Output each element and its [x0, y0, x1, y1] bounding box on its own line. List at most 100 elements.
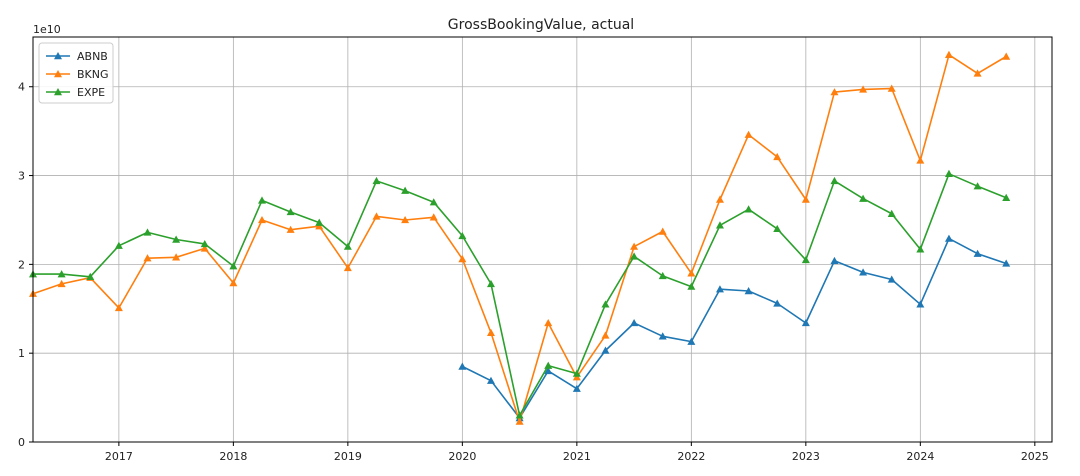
data-point-bkng: [887, 84, 896, 92]
data-point-bkng: [143, 254, 152, 262]
y-tick-label: 1: [18, 347, 25, 360]
data-point-abnb: [859, 268, 868, 276]
data-point-bkng: [515, 417, 524, 425]
data-point-expe: [944, 169, 953, 177]
data-point-expe: [114, 241, 123, 249]
data-point-bkng: [658, 227, 667, 235]
data-point-abnb: [744, 287, 753, 295]
data-point-bkng: [801, 195, 810, 203]
data-point-bkng: [687, 269, 696, 277]
x-tick-label: 2019: [334, 450, 362, 463]
data-point-bkng: [544, 318, 553, 327]
data-point-bkng: [172, 253, 181, 261]
data-point-abnb: [1002, 259, 1011, 267]
legend-marker-abnb: [54, 52, 62, 60]
data-point-expe: [315, 218, 324, 226]
series-group: [29, 50, 1011, 425]
data-point-expe: [887, 209, 896, 217]
data-point-bkng: [830, 88, 839, 96]
x-tick-label: 2025: [1021, 450, 1049, 463]
legend-item-abnb: ABNB: [46, 50, 108, 63]
legend-label-abnb: ABNB: [77, 50, 108, 63]
data-point-abnb: [916, 300, 925, 308]
legend-marker-bkng: [54, 70, 62, 78]
data-point-expe: [343, 242, 352, 250]
data-point-abnb: [830, 256, 839, 265]
x-tick-label: 2023: [792, 450, 820, 463]
y-tick-label: 0: [18, 436, 25, 449]
data-point-abnb: [601, 346, 610, 354]
y-tick-label: 3: [18, 170, 25, 183]
data-point-expe: [1002, 193, 1011, 201]
data-point-bkng: [401, 215, 410, 224]
data-point-abnb: [887, 275, 896, 283]
x-tick-label: 2018: [219, 450, 247, 463]
data-point-abnb: [458, 362, 467, 370]
data-point-expe: [200, 239, 209, 248]
data-point-expe: [143, 228, 152, 236]
legend-item-bkng: BKNG: [46, 68, 109, 81]
data-point-bkng: [200, 244, 209, 252]
data-point-abnb: [944, 234, 953, 242]
data-point-expe: [973, 182, 982, 190]
y-scale-label: 1e10: [33, 23, 61, 36]
legend-label-expe: EXPE: [77, 86, 105, 99]
x-tick-label: 2022: [677, 450, 705, 463]
y-tick-label: 4: [18, 81, 25, 94]
data-point-bkng: [601, 331, 610, 339]
x-tick-label: 2024: [906, 450, 934, 463]
data-point-bkng: [458, 255, 467, 263]
x-tick-label: 2017: [105, 450, 133, 463]
data-point-abnb: [486, 376, 495, 384]
data-point-expe: [601, 300, 610, 308]
data-point-expe: [401, 186, 410, 194]
legend-item-expe: EXPE: [46, 86, 105, 99]
data-point-abnb: [973, 249, 982, 257]
legend-marker-expe: [54, 88, 62, 96]
data-point-expe: [286, 207, 295, 216]
data-point-abnb: [572, 384, 581, 392]
y-tick-label: 2: [18, 258, 25, 271]
series-line-abnb: [462, 237, 1007, 419]
data-point-bkng: [859, 85, 868, 93]
data-point-abnb: [658, 332, 667, 340]
data-point-expe: [486, 279, 495, 288]
data-point-bkng: [630, 242, 639, 250]
data-point-abnb: [544, 366, 553, 375]
data-point-expe: [515, 411, 524, 419]
data-point-expe: [257, 196, 266, 204]
data-point-expe: [544, 361, 553, 369]
data-point-expe: [744, 205, 753, 213]
data-point-expe: [859, 194, 868, 202]
tick-group: 2017 2018 2019 2020 2021 2022 2023 2024 2025 0 1 2 3…: [18, 81, 1049, 463]
data-point-expe: [172, 235, 181, 243]
data-point-expe: [658, 271, 667, 280]
data-point-expe: [687, 282, 696, 290]
data-point-abnb: [801, 318, 810, 327]
data-point-bkng: [57, 279, 66, 288]
data-point-expe: [429, 198, 438, 206]
data-point-bkng: [257, 215, 266, 224]
x-tick-label: 2020: [448, 450, 476, 463]
data-point-abnb: [715, 285, 724, 293]
data-point-expe: [801, 255, 810, 264]
data-point-expe: [830, 176, 839, 185]
data-point-bkng: [1002, 52, 1011, 60]
data-point-bkng: [715, 195, 724, 203]
data-point-bkng: [486, 328, 495, 336]
data-point-bkng: [773, 152, 782, 161]
data-point-abnb: [773, 299, 782, 307]
data-point-bkng: [286, 225, 295, 233]
chart-title: GrossBookingValue, actual: [448, 17, 634, 33]
data-point-expe: [86, 272, 95, 281]
data-point-expe: [458, 231, 467, 240]
data-point-bkng: [114, 303, 123, 312]
x-tick-label: 2021: [563, 450, 591, 463]
data-point-abnb: [687, 337, 696, 345]
data-point-bkng: [372, 212, 381, 220]
data-point-bkng: [229, 279, 238, 287]
data-point-abnb: [630, 318, 639, 327]
data-point-bkng: [973, 69, 982, 77]
